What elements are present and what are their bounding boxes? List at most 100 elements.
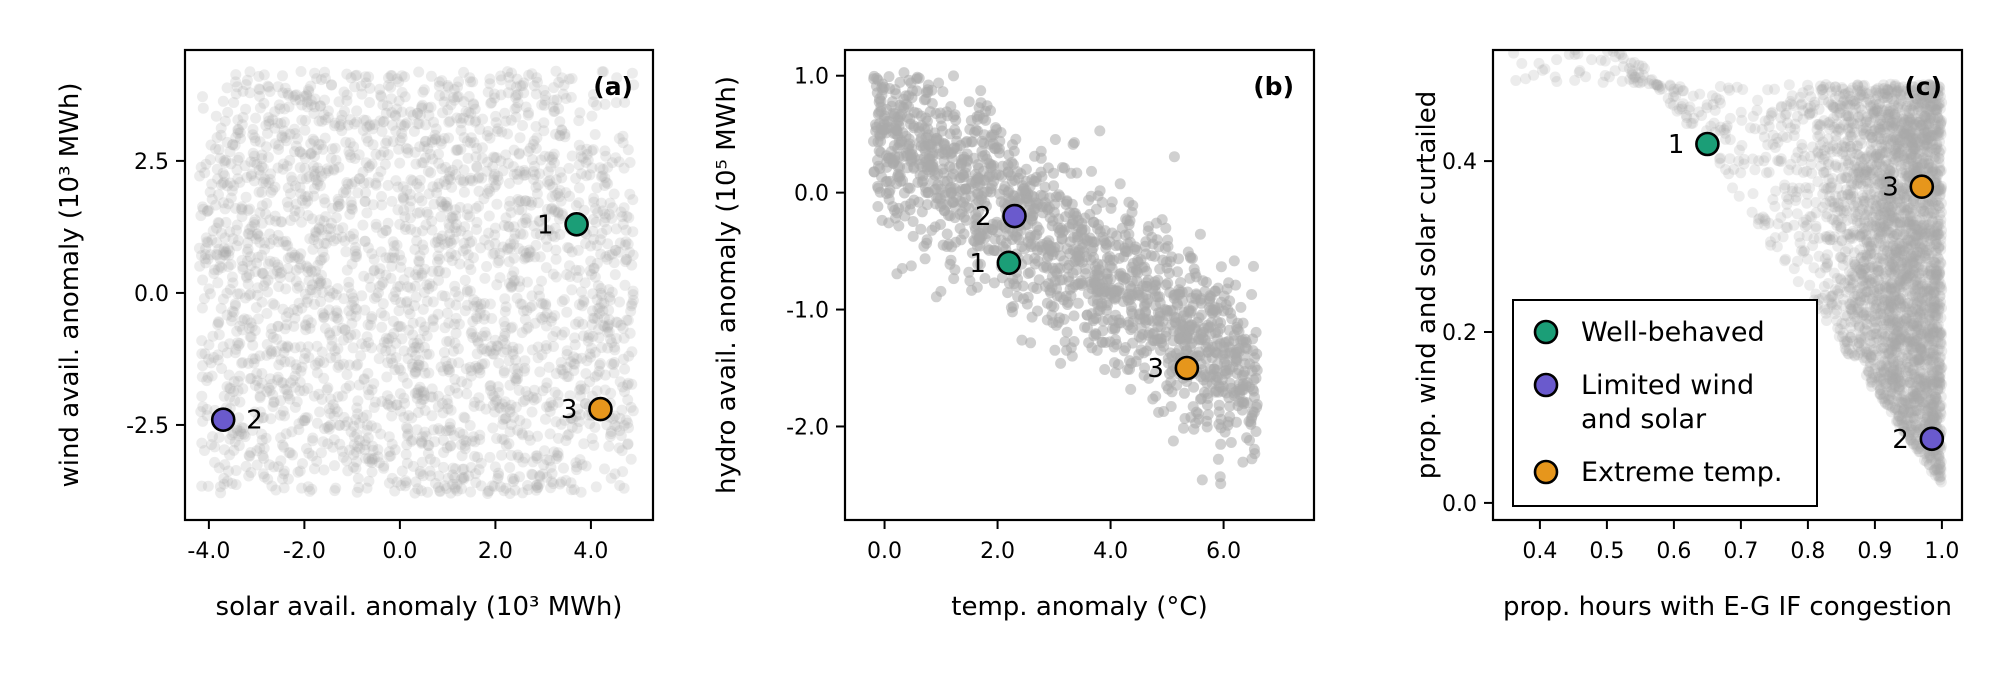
cloud-point xyxy=(412,118,423,130)
cloud-point xyxy=(257,267,269,279)
cloud-point xyxy=(620,254,632,266)
cloud-point xyxy=(459,305,471,317)
cloud-point xyxy=(1876,253,1888,265)
cloud-point xyxy=(544,455,556,466)
cloud-point xyxy=(263,459,275,471)
cloud-point xyxy=(351,116,363,128)
cloud-point xyxy=(608,367,620,379)
cloud-point xyxy=(280,283,292,295)
cloud-point xyxy=(285,251,296,263)
cloud-point xyxy=(531,132,543,144)
cloud-point xyxy=(350,360,362,372)
cloud-point xyxy=(619,96,631,108)
cloud-point xyxy=(310,174,322,186)
cloud-point xyxy=(1042,252,1053,264)
cloud-point xyxy=(1081,234,1093,246)
cloud-point xyxy=(217,95,229,107)
cloud-point xyxy=(572,244,584,256)
cloud-point xyxy=(1091,203,1102,215)
cloud-point xyxy=(487,422,499,434)
cloud-point xyxy=(591,182,603,194)
cloud-point xyxy=(1246,289,1258,300)
cloud-point xyxy=(234,338,246,349)
cloud-point xyxy=(272,320,284,332)
cloud-point xyxy=(261,349,273,361)
cloud-point xyxy=(261,308,273,319)
cloud-point xyxy=(233,412,245,424)
cloud-point xyxy=(276,340,288,352)
cloud-point xyxy=(1003,185,1015,197)
cloud-point xyxy=(278,465,290,477)
cloud-point xyxy=(1048,180,1060,192)
cloud-point xyxy=(556,124,568,136)
cloud-point xyxy=(458,473,470,485)
cloud-point xyxy=(305,317,317,329)
cloud-point xyxy=(1199,334,1211,346)
cloud-point xyxy=(270,484,282,496)
cloud-point xyxy=(554,116,566,128)
cloud-point xyxy=(241,255,253,267)
cloud-point xyxy=(492,174,504,186)
cloud-point xyxy=(586,110,598,122)
cloud-point xyxy=(492,123,504,135)
cloud-point xyxy=(528,80,540,92)
cloud-point xyxy=(484,380,496,392)
cloud-point xyxy=(468,400,480,412)
cloud-point xyxy=(493,255,505,266)
cloud-point xyxy=(395,321,407,333)
cloud-point xyxy=(373,287,384,299)
cloud-point xyxy=(237,261,249,272)
cloud-point xyxy=(364,456,376,468)
cloud-point xyxy=(1539,25,1550,36)
cloud-point xyxy=(385,70,397,82)
cloud-point xyxy=(1174,286,1186,298)
cloud-point xyxy=(302,190,314,202)
cloud-point xyxy=(366,311,378,323)
cloud-point xyxy=(523,107,534,119)
cloud-point xyxy=(1203,322,1214,334)
cloud-point xyxy=(591,99,603,111)
cloud-point xyxy=(353,482,365,494)
cloud-point xyxy=(493,357,505,369)
cloud-point xyxy=(615,319,627,331)
cloud-point xyxy=(314,355,326,367)
cloud-point xyxy=(492,170,504,182)
cloud-point xyxy=(495,74,507,86)
cloud-point xyxy=(472,337,484,349)
cloud-point xyxy=(416,436,428,448)
cloud-point xyxy=(224,338,236,350)
cloud-point xyxy=(584,348,596,360)
cloud-point xyxy=(458,463,470,475)
cloud-point xyxy=(1122,319,1134,331)
cloud-point xyxy=(423,367,435,379)
cloud-point xyxy=(289,205,301,217)
cloud-point xyxy=(1747,188,1759,200)
cloud-point xyxy=(429,129,441,141)
cloud-point xyxy=(229,298,241,310)
cloud-point xyxy=(295,341,307,353)
cloud-point xyxy=(583,332,595,344)
cloud-point xyxy=(444,174,456,186)
cloud-point xyxy=(263,118,275,130)
scenario-marker-3 xyxy=(588,396,613,422)
cloud-point xyxy=(234,396,246,408)
cloud-point xyxy=(316,171,328,182)
cloud-point xyxy=(995,196,1007,208)
cloud-point xyxy=(471,348,483,360)
cloud-point xyxy=(619,256,631,268)
cloud-point xyxy=(575,486,587,498)
cloud-point xyxy=(606,212,618,224)
cloud-point xyxy=(252,413,264,425)
cloud-point xyxy=(432,256,443,268)
cloud-point xyxy=(482,488,494,499)
cloud-point xyxy=(1067,267,1079,279)
cloud-point xyxy=(367,199,379,211)
cloud-point xyxy=(470,331,482,343)
cloud-point xyxy=(588,192,600,204)
cloud-point xyxy=(557,88,569,100)
cloud-point xyxy=(518,164,530,176)
cloud-point xyxy=(1054,227,1066,239)
cloud-point xyxy=(576,300,588,312)
cloud-point xyxy=(442,81,454,93)
cloud-point xyxy=(531,450,543,462)
